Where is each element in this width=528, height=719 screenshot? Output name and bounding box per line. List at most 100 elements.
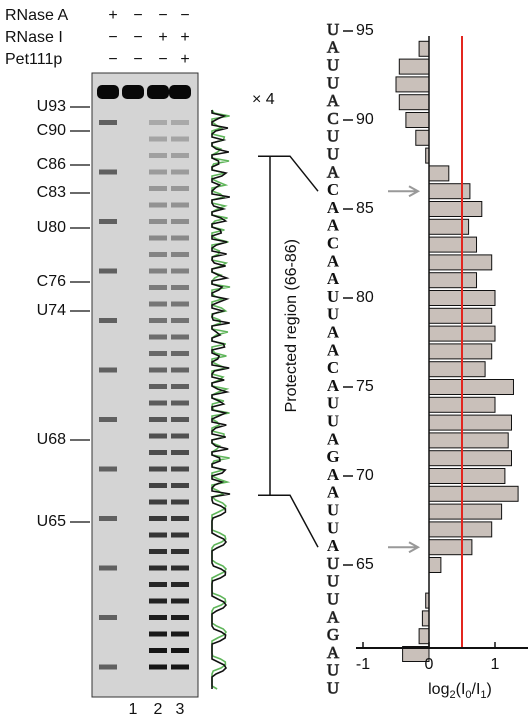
treatment-label: RNase A: [5, 7, 68, 24]
sequence-letter: A: [327, 643, 340, 662]
gel-band: [149, 417, 167, 422]
gel-band: [171, 334, 189, 340]
sequence-letter: C: [327, 358, 339, 377]
sequence-letter: A: [327, 536, 340, 555]
sequence-letter: A: [327, 38, 340, 57]
sequence-letter: U: [327, 661, 339, 680]
region-bracket: [258, 155, 319, 548]
bar: [428, 183, 471, 200]
well-band: [122, 85, 144, 99]
gel-band: [99, 318, 117, 323]
gel-band: [171, 483, 189, 488]
sequence-letter: U: [327, 20, 339, 39]
treatment-sign: +: [108, 7, 117, 24]
y-tick-label: 90: [356, 111, 374, 128]
gel-band: [171, 384, 189, 389]
gel-band: [149, 450, 167, 455]
gel-band: [171, 615, 189, 620]
sequence-letter: A: [327, 376, 340, 395]
bar: [428, 539, 473, 556]
treatment-sign: −: [158, 7, 167, 24]
sequence-letter: U: [327, 412, 339, 431]
sequence-letter: C: [327, 109, 338, 128]
sequence-letter: A: [327, 429, 340, 448]
sequence-letter: A: [327, 323, 340, 342]
gel-band: [149, 318, 167, 323]
sequence-letter: U: [327, 554, 339, 573]
treatment-sign: −: [133, 51, 142, 68]
sequence-letter: A: [327, 91, 340, 110]
treatment-sign: +: [180, 29, 189, 46]
band-label: U74: [37, 302, 66, 319]
gel-band: [149, 351, 167, 356]
gel-band: [149, 252, 167, 257]
y-tick-label: 95: [356, 22, 374, 39]
bar: [428, 485, 519, 502]
gel-band: [171, 516, 189, 521]
sequence-letter: A: [327, 162, 340, 181]
gel-band: [171, 466, 189, 472]
gel-band: [171, 202, 189, 208]
gel-band: [99, 169, 117, 175]
bar: [428, 165, 450, 182]
bar: [402, 646, 430, 662]
gel-band: [99, 664, 117, 670]
sequence-letter: U: [327, 590, 339, 609]
sequence-letter: U: [327, 73, 339, 92]
gel-band: [149, 169, 167, 175]
band-label: U93: [37, 98, 66, 115]
gel-band: [149, 648, 167, 653]
bar: [418, 40, 430, 57]
gel-band: [149, 532, 167, 538]
bar: [415, 129, 430, 146]
gel-band: [149, 433, 167, 439]
gel-band: [171, 186, 189, 191]
treatment-sign: −: [133, 29, 142, 46]
band-label: U80: [37, 219, 66, 236]
sequence-letter: U: [327, 287, 339, 306]
bar: [428, 201, 483, 217]
gel-band: [99, 417, 117, 422]
well-band: [147, 85, 169, 99]
y-tick-label: 70: [356, 467, 374, 484]
sequence-letter: A: [327, 465, 340, 484]
bar: [398, 58, 430, 75]
gel-band: [171, 136, 189, 142]
gel-band: [99, 516, 117, 521]
lane-label: 1: [129, 701, 138, 718]
y-tick-label: 85: [356, 200, 374, 217]
sequence-letter: C: [327, 180, 339, 199]
gel-band: [149, 483, 167, 488]
sequence-letter: A: [327, 483, 340, 502]
gel-band: [171, 351, 189, 356]
bar: [428, 503, 503, 520]
gel-band: [149, 219, 167, 224]
gel-band: [171, 582, 189, 587]
sequence-letter: A: [327, 198, 340, 217]
density-trace: [211, 110, 231, 689]
sequence-letter: A: [327, 269, 340, 288]
sequence-letter: U: [327, 127, 339, 146]
sequence-letter: U: [327, 145, 339, 164]
lane-label: 2: [154, 701, 163, 718]
gel-band: [171, 367, 189, 373]
treatment-sign: −: [158, 51, 167, 68]
sequence-letter: G: [327, 625, 339, 644]
gel-band: [171, 565, 189, 571]
band-label: C86: [37, 156, 66, 173]
gel-band: [99, 466, 117, 472]
gel-band: [99, 565, 117, 571]
treatment-sign: −: [133, 7, 142, 24]
band-label: U65: [37, 513, 66, 530]
bar: [428, 432, 509, 449]
bar: [428, 521, 493, 538]
gel-band: [149, 598, 167, 604]
gel-band: [171, 169, 189, 175]
region-label: Protected region (66-86): [283, 239, 300, 412]
gel-band: [149, 499, 167, 505]
band-label: U68: [37, 431, 66, 448]
bar: [428, 414, 512, 431]
sequence-letter: U: [327, 56, 339, 75]
